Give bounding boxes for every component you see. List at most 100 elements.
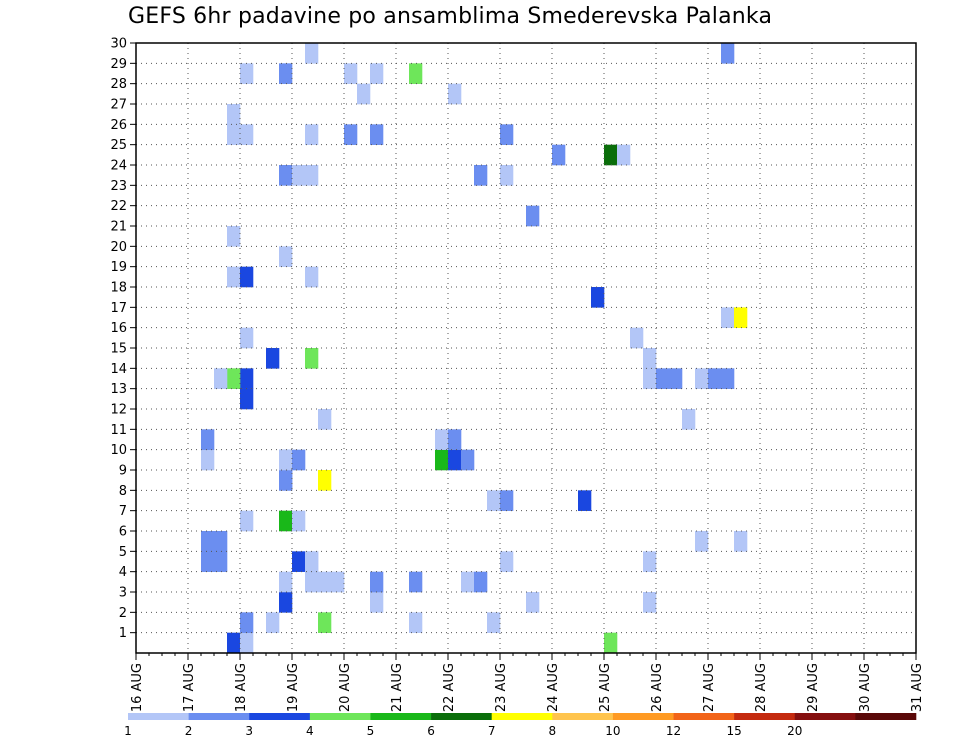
- heatmap-cell: [604, 144, 618, 166]
- legend-swatch: [734, 713, 796, 720]
- heatmap-cell: [240, 510, 254, 532]
- y-tick-label: 6: [119, 525, 127, 540]
- heatmap-cell: [435, 429, 449, 450]
- y-tick-label: 7: [119, 504, 127, 519]
- heatmap-cell: [227, 226, 241, 247]
- heatmap-cell: [487, 490, 501, 511]
- x-tick-label: 19 AUG: [286, 663, 301, 712]
- y-tick-label: 22: [110, 199, 127, 214]
- x-tick-label: 16 AUG: [130, 663, 145, 712]
- legend-label: 4: [306, 724, 314, 738]
- y-tick-label: 15: [110, 342, 127, 357]
- heatmap-cell: [643, 368, 657, 389]
- heatmap-cell: [318, 612, 332, 633]
- y-tick-label: 14: [110, 362, 127, 377]
- heatmap-cell: [305, 266, 319, 288]
- heatmap-cell: [526, 205, 540, 227]
- heatmap-cell: [214, 551, 228, 572]
- heatmap-cells: [201, 43, 748, 654]
- heatmap-cell: [201, 551, 215, 572]
- x-tick-label: 26 AUG: [650, 663, 665, 712]
- legend-swatch: [370, 713, 432, 720]
- legend-label: 15: [727, 724, 742, 738]
- y-tick-label: 16: [110, 321, 127, 336]
- heatmap-cell: [279, 571, 293, 593]
- heatmap-cell: [318, 409, 332, 430]
- legend-label: 1: [124, 724, 132, 738]
- heatmap-cell: [409, 63, 423, 84]
- heatmap-cell: [474, 571, 488, 593]
- heatmap-cell: [240, 368, 254, 389]
- heatmap-cell: [305, 551, 319, 572]
- heatmap-cell: [318, 470, 332, 491]
- heatmap-cell: [721, 307, 735, 328]
- heatmap-cell: [721, 43, 735, 64]
- heatmap-cell: [305, 124, 319, 145]
- legend: 1 2 3 4 5 6 7 8 10 12 15 20: [124, 713, 917, 738]
- y-tick-label: 20: [110, 240, 127, 255]
- legend-swatch: [188, 713, 250, 720]
- heatmap-cell: [305, 571, 319, 593]
- heatmap-cell: [227, 632, 241, 654]
- x-tick-label: 31 AUG: [910, 663, 925, 712]
- heatmap-cell: [500, 490, 514, 511]
- y-tick-label: 8: [119, 484, 127, 499]
- heatmap-cell: [721, 368, 735, 389]
- legend-label: 10: [605, 724, 620, 738]
- legend-swatch: [552, 713, 614, 720]
- heatmap-cell: [643, 551, 657, 572]
- legend-swatch: [794, 713, 856, 720]
- y-tick-label: 12: [110, 403, 127, 418]
- heatmap-cell: [630, 327, 644, 349]
- x-tick-label: 28 AUG: [754, 663, 769, 712]
- heatmap-cell: [526, 592, 540, 613]
- legend-swatch: [128, 713, 189, 720]
- heatmap-cell: [578, 490, 592, 511]
- heatmap-cell: [448, 449, 462, 471]
- y-tick-label: 27: [110, 98, 127, 113]
- heatmap-cell: [643, 348, 657, 369]
- heatmap-cell: [643, 592, 657, 613]
- heatmap-cell: [656, 368, 670, 389]
- heatmap-cell: [240, 327, 254, 349]
- heatmap-cell: [474, 165, 488, 186]
- heatmap-cell: [279, 592, 293, 613]
- y-tick-label: 1: [119, 626, 127, 641]
- chart-title: GEFS 6hr padavine po ansamblima Smederev…: [128, 4, 773, 29]
- heatmap-cell: [734, 307, 748, 328]
- y-tick-label: 2: [119, 606, 127, 621]
- heatmap-cell: [591, 287, 605, 308]
- heatmap-cell: [279, 449, 293, 471]
- heatmap-cell: [500, 124, 514, 145]
- x-tick-label: 29 AUG: [806, 663, 821, 712]
- x-tick-label: 21 AUG: [390, 663, 405, 712]
- legend-swatch: [491, 713, 553, 720]
- y-tick-label: 9: [119, 464, 127, 479]
- y-tick-label: 19: [110, 260, 127, 275]
- legend-label: 2: [185, 724, 193, 738]
- legend-label: 3: [245, 724, 253, 738]
- legend-label: 8: [548, 724, 556, 738]
- legend-swatch: [309, 713, 371, 720]
- heatmap-cell: [435, 449, 449, 471]
- x-tick-label: 22 AUG: [442, 663, 457, 712]
- heatmap-cell: [201, 449, 215, 471]
- x-tick-label: 18 AUG: [234, 663, 249, 712]
- legend-swatch: [612, 713, 674, 720]
- heatmap-cell: [240, 612, 254, 633]
- heatmap-cell: [318, 571, 332, 593]
- x-axis-ticks: 16 AUG 17 AUG 18 AUG 19 AUG 20 AUG 21 AUG 22 A…: [130, 653, 925, 712]
- y-tick-label: 24: [110, 159, 127, 174]
- heatmap-cell: [370, 63, 384, 84]
- heatmap-cell: [669, 368, 683, 389]
- legend-swatch: [855, 713, 917, 720]
- heatmap-cell: [279, 510, 293, 532]
- heatmap-cell: [240, 266, 254, 288]
- heatmap-cell: [305, 165, 319, 186]
- grid-lines: [136, 43, 916, 653]
- heatmap-cell: [461, 449, 475, 471]
- y-tick-label: 25: [110, 138, 127, 153]
- legend-swatch: [249, 713, 311, 720]
- x-tick-label: 25 AUG: [598, 663, 613, 712]
- heatmap-cell: [695, 368, 709, 389]
